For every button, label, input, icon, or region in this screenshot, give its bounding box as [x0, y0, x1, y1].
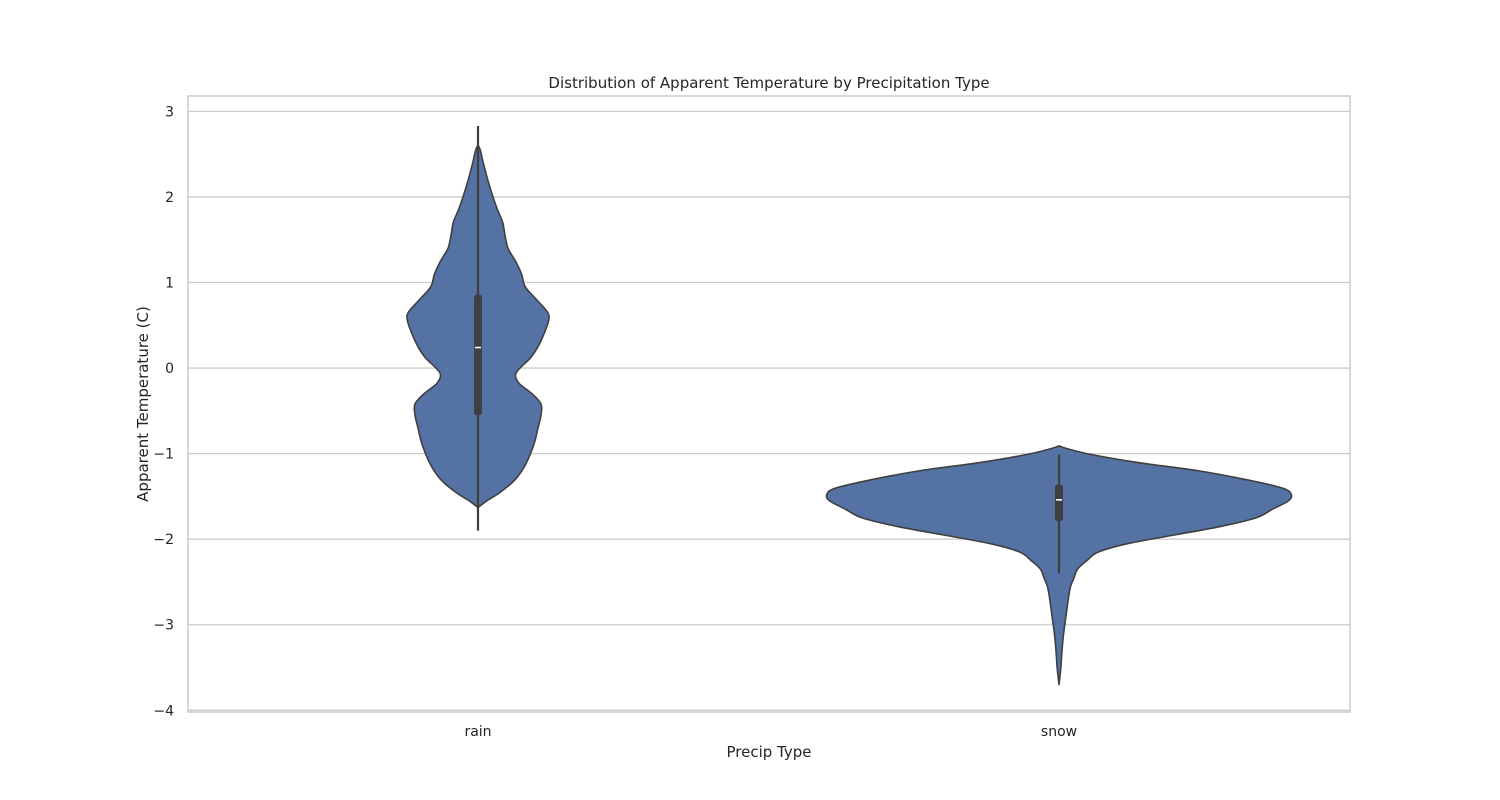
x-axis-ticks: rain snow — [464, 724, 1077, 740]
y-tick-label: −4 — [153, 703, 174, 719]
grid-lines — [188, 110, 1350, 711]
y-tick-label: −3 — [153, 618, 174, 634]
y-tick-label: −1 — [153, 447, 174, 463]
violin-snow — [825, 445, 1293, 686]
iqr-box — [474, 294, 482, 416]
y-tick-label: −2 — [153, 532, 174, 548]
plot-frame — [187, 95, 1351, 713]
y-axis-title: Apparent Temperature (C) — [134, 306, 152, 502]
x-axis-title: Precip Type — [726, 743, 811, 761]
y-tick-label: 2 — [165, 190, 174, 206]
x-tick-label: snow — [1041, 724, 1077, 740]
y-tick-label: 3 — [165, 104, 174, 120]
violins — [406, 125, 1293, 686]
chart-title: Distribution of Apparent Temperature by … — [548, 74, 989, 92]
iqr-box — [1055, 484, 1063, 522]
violin-rain — [406, 125, 550, 531]
y-tick-label: 1 — [165, 276, 174, 292]
x-tick-label: rain — [464, 724, 491, 740]
y-tick-label: 0 — [165, 361, 174, 377]
y-axis-ticks: 3 2 1 0 −1 −2 −3 −4 — [153, 104, 174, 719]
